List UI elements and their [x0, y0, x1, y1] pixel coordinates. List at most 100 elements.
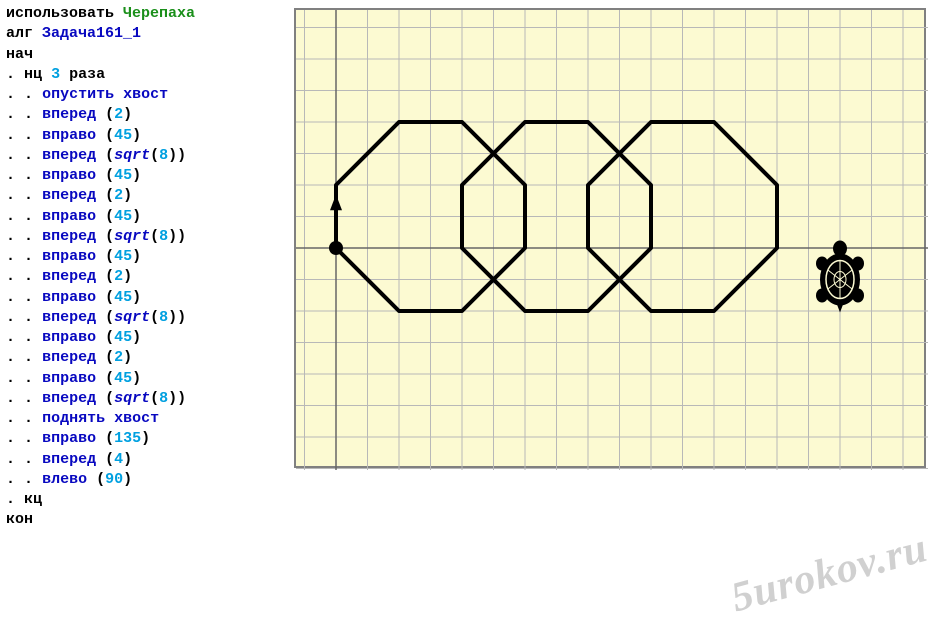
- dot: .: [6, 491, 15, 508]
- dot: .: [6, 127, 15, 144]
- dot: .: [24, 167, 33, 184]
- cmd: вперед: [42, 390, 96, 407]
- dot: .: [24, 86, 33, 103]
- cmd: вправо: [42, 370, 96, 387]
- cmd: вправо: [42, 289, 96, 306]
- num: 45: [114, 248, 132, 265]
- kw-endloop: кц: [24, 491, 42, 508]
- kw-use: использовать: [6, 5, 114, 22]
- dot: .: [24, 106, 33, 123]
- num: 2: [114, 268, 123, 285]
- cmd: вперед: [42, 309, 96, 326]
- code-line: . . вправо (45): [6, 247, 290, 267]
- dot: .: [24, 430, 33, 447]
- num: 135: [114, 430, 141, 447]
- dot: .: [6, 430, 15, 447]
- dot: .: [24, 410, 33, 427]
- code-line: . . вправо (45): [6, 166, 290, 186]
- dot: .: [24, 471, 33, 488]
- code-line: . . вправо (135): [6, 429, 290, 449]
- code-line: . . вперед (sqrt(8)): [6, 308, 290, 328]
- num: 8: [159, 309, 168, 326]
- dot: .: [6, 329, 15, 346]
- num: 45: [114, 370, 132, 387]
- num: 8: [159, 390, 168, 407]
- dot: .: [24, 451, 33, 468]
- dot: .: [24, 187, 33, 204]
- dot: .: [6, 187, 15, 204]
- num: 45: [114, 289, 132, 306]
- code-line: . . вправо (45): [6, 369, 290, 389]
- dot: .: [6, 167, 15, 184]
- dot: .: [6, 410, 15, 427]
- code-line: . . вправо (45): [6, 328, 290, 348]
- num: 45: [114, 167, 132, 184]
- cmd: вперед: [42, 106, 96, 123]
- dot: .: [6, 451, 15, 468]
- dot: .: [6, 248, 15, 265]
- num: 2: [114, 349, 123, 366]
- num: 3: [51, 66, 60, 83]
- dot: .: [24, 289, 33, 306]
- func: sqrt: [114, 390, 150, 407]
- num: 2: [114, 106, 123, 123]
- num: 90: [105, 471, 123, 488]
- dot: .: [24, 268, 33, 285]
- code-line: . . вперед (2): [6, 186, 290, 206]
- dot: .: [24, 370, 33, 387]
- cmd: вправо: [42, 208, 96, 225]
- dot: .: [6, 471, 15, 488]
- code-line: . кц: [6, 490, 290, 510]
- num: 8: [159, 228, 168, 245]
- cmd: вперед: [42, 349, 96, 366]
- num: 4: [114, 451, 123, 468]
- code-line: . . влево (90): [6, 470, 290, 490]
- kw-alg: алг: [6, 25, 33, 42]
- kw-times: раза: [69, 66, 105, 83]
- code-line: . . поднять хвост: [6, 409, 290, 429]
- func: sqrt: [114, 309, 150, 326]
- cmd: вправо: [42, 167, 96, 184]
- dot: .: [24, 248, 33, 265]
- num: 45: [114, 127, 132, 144]
- code-panel: использовать Черепаха алг Задача161_1 на…: [0, 0, 290, 617]
- code-line: . нц 3 раза: [6, 65, 290, 85]
- dot: .: [6, 349, 15, 366]
- cmd: вправо: [42, 127, 96, 144]
- module-name: Черепаха: [123, 5, 195, 22]
- dot: .: [24, 228, 33, 245]
- func: sqrt: [114, 228, 150, 245]
- code-line: кон: [6, 510, 290, 530]
- code-line: . . вперед (sqrt(8)): [6, 227, 290, 247]
- cmd: вперед: [42, 147, 96, 164]
- dot: .: [24, 147, 33, 164]
- cmd: вперед: [42, 187, 96, 204]
- cmd: поднять хвост: [42, 410, 159, 427]
- cmd: вперед: [42, 451, 96, 468]
- dot: .: [6, 309, 15, 326]
- dot: .: [6, 147, 15, 164]
- canvas-svg: [296, 10, 928, 470]
- cmd: вперед: [42, 228, 96, 245]
- dot: .: [24, 127, 33, 144]
- dot: .: [6, 208, 15, 225]
- dot: .: [24, 349, 33, 366]
- cmd: вправо: [42, 430, 96, 447]
- code-line: . . вперед (2): [6, 105, 290, 125]
- dot: .: [6, 370, 15, 387]
- num: 8: [159, 147, 168, 164]
- num: 2: [114, 187, 123, 204]
- dot: .: [6, 390, 15, 407]
- dot: .: [6, 268, 15, 285]
- code-line: . . вперед (sqrt(8)): [6, 389, 290, 409]
- turtle-canvas: [294, 8, 926, 468]
- cmd: вправо: [42, 329, 96, 346]
- code-line: . . вперед (2): [6, 267, 290, 287]
- dot: .: [6, 289, 15, 306]
- dot: .: [24, 208, 33, 225]
- code-line: . . вперед (2): [6, 348, 290, 368]
- func: sqrt: [114, 147, 150, 164]
- code-line: . . вперед (sqrt(8)): [6, 146, 290, 166]
- dot: .: [24, 390, 33, 407]
- cmd: вперед: [42, 268, 96, 285]
